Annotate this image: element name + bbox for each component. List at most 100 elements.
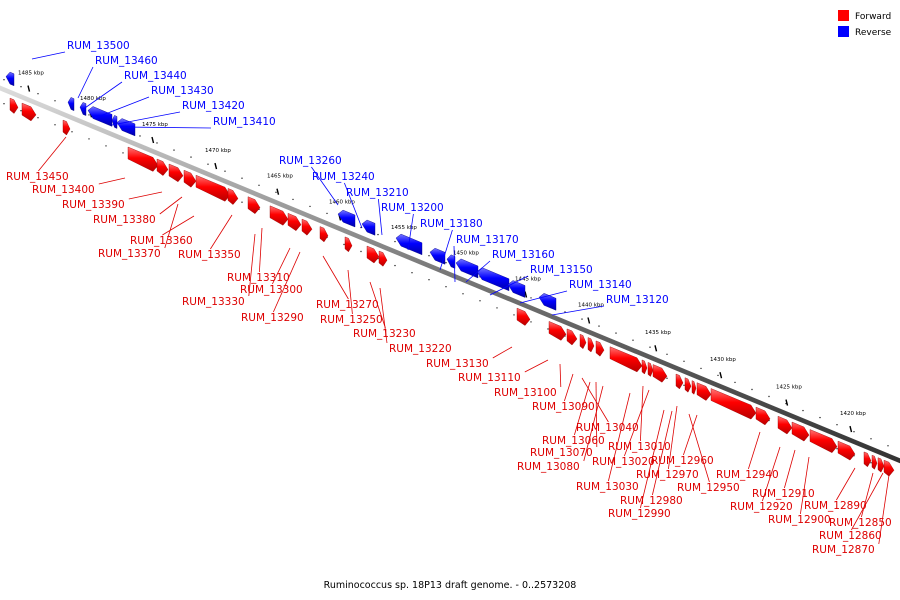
forward-gene-label[interactable]: RUM_13300: [240, 284, 303, 296]
forward-gene-arrow[interactable]: [871, 454, 878, 470]
forward-gene-label[interactable]: RUM_13100: [494, 387, 557, 399]
reverse-gene-arrow[interactable]: [476, 267, 510, 292]
forward-gene-arrow[interactable]: [344, 236, 353, 253]
forward-gene-label[interactable]: RUM_13090: [532, 401, 595, 413]
forward-gene-arrow[interactable]: [378, 250, 388, 267]
forward-gene-arrow[interactable]: [287, 213, 302, 231]
forward-gene-label[interactable]: RUM_12960: [651, 455, 714, 467]
forward-gene-label[interactable]: RUM_13250: [320, 314, 383, 326]
forward-gene-label[interactable]: RUM_12900: [768, 514, 831, 526]
forward-gene-arrow[interactable]: [269, 205, 289, 226]
forward-gene-label[interactable]: RUM_12870: [812, 544, 875, 556]
forward-gene-arrow[interactable]: [579, 333, 587, 350]
forward-gene-label[interactable]: RUM_13450: [6, 171, 69, 183]
forward-gene-label[interactable]: RUM_12980: [620, 495, 683, 507]
forward-gene-arrow[interactable]: [652, 364, 668, 383]
reverse-gene-label[interactable]: RUM_13260: [279, 155, 342, 167]
reverse-gene-arrow[interactable]: [361, 219, 376, 236]
forward-gene-arrow[interactable]: [641, 359, 648, 375]
forward-gene-label[interactable]: RUM_13310: [227, 272, 290, 284]
forward-gene-arrow[interactable]: [777, 415, 793, 435]
forward-gene-arrow[interactable]: [183, 169, 197, 188]
forward-gene-label[interactable]: RUM_13030: [576, 481, 639, 493]
forward-gene-arrow[interactable]: [691, 380, 697, 395]
reverse-gene-arrow[interactable]: [446, 254, 456, 269]
forward-gene-label[interactable]: RUM_13070: [530, 447, 593, 459]
forward-gene-label[interactable]: RUM_12850: [829, 517, 892, 529]
forward-gene-label[interactable]: RUM_12990: [608, 508, 671, 520]
forward-gene-label[interactable]: RUM_13400: [32, 184, 95, 196]
forward-gene-label[interactable]: RUM_13380: [93, 214, 156, 226]
forward-gene-arrow[interactable]: [883, 459, 895, 477]
forward-gene-arrow[interactable]: [684, 377, 692, 393]
reverse-gene-label[interactable]: RUM_13160: [492, 249, 555, 261]
reverse-gene-label[interactable]: RUM_13460: [95, 55, 158, 67]
reverse-gene-arrow[interactable]: [67, 97, 75, 112]
forward-gene-label[interactable]: RUM_13350: [178, 249, 241, 261]
forward-gene-arrow[interactable]: [863, 451, 872, 468]
forward-gene-label[interactable]: RUM_13270: [316, 299, 379, 311]
forward-gene-arrow[interactable]: [62, 119, 71, 136]
forward-gene-label[interactable]: RUM_12950: [677, 482, 740, 494]
reverse-gene-label[interactable]: RUM_13420: [182, 100, 245, 112]
forward-gene-arrow[interactable]: [195, 174, 231, 202]
forward-gene-arrow[interactable]: [755, 406, 771, 426]
forward-gene-arrow[interactable]: [548, 321, 567, 341]
forward-gene-label[interactable]: RUM_13220: [389, 343, 452, 355]
forward-gene-arrow[interactable]: [696, 382, 712, 401]
forward-gene-arrow[interactable]: [319, 226, 329, 243]
forward-gene-arrow[interactable]: [587, 337, 595, 353]
forward-gene-label[interactable]: RUM_12890: [804, 500, 867, 512]
forward-gene-arrow[interactable]: [156, 158, 169, 176]
forward-gene-arrow[interactable]: [675, 373, 684, 390]
forward-gene-label[interactable]: RUM_13370: [98, 248, 161, 260]
forward-gene-label[interactable]: RUM_12970: [636, 469, 699, 481]
forward-gene-label[interactable]: RUM_12920: [730, 501, 793, 513]
reverse-gene-label[interactable]: RUM_13430: [151, 85, 214, 97]
forward-gene-label[interactable]: RUM_12910: [752, 488, 815, 500]
forward-gene-arrow[interactable]: [366, 245, 380, 264]
reverse-gene-label[interactable]: RUM_13200: [381, 202, 444, 214]
forward-gene-arrow[interactable]: [647, 362, 654, 377]
reverse-gene-label[interactable]: RUM_13210: [346, 187, 409, 199]
forward-gene-arrow[interactable]: [168, 163, 184, 183]
forward-gene-label[interactable]: RUM_12860: [819, 530, 882, 542]
reverse-gene-arrow[interactable]: [455, 258, 479, 279]
forward-gene-label[interactable]: RUM_13230: [353, 328, 416, 340]
forward-gene-arrow[interactable]: [595, 340, 605, 357]
reverse-gene-arrow[interactable]: [5, 71, 15, 87]
forward-gene-arrow[interactable]: [227, 188, 239, 205]
forward-gene-arrow[interactable]: [566, 328, 578, 346]
forward-gene-label[interactable]: RUM_13020: [592, 456, 655, 468]
forward-gene-label[interactable]: RUM_13110: [458, 372, 521, 384]
forward-gene-arrow[interactable]: [516, 307, 531, 326]
forward-gene-arrow[interactable]: [247, 196, 261, 214]
reverse-gene-label[interactable]: RUM_13500: [67, 40, 130, 52]
forward-gene-label[interactable]: RUM_13130: [426, 358, 489, 370]
forward-gene-label[interactable]: RUM_13040: [576, 422, 639, 434]
reverse-gene-arrow[interactable]: [538, 293, 557, 311]
forward-gene-arrow[interactable]: [837, 440, 856, 461]
forward-gene-label[interactable]: RUM_12940: [716, 469, 779, 481]
forward-gene-arrow[interactable]: [791, 421, 810, 442]
reverse-gene-label[interactable]: RUM_13170: [456, 234, 519, 246]
reverse-gene-label[interactable]: RUM_13440: [124, 70, 187, 82]
reverse-gene-label[interactable]: RUM_13180: [420, 218, 483, 230]
forward-gene-label[interactable]: RUM_13010: [608, 441, 671, 453]
reverse-gene-label[interactable]: RUM_13120: [606, 294, 669, 306]
reverse-gene-label[interactable]: RUM_13240: [312, 171, 375, 183]
reverse-gene-arrow[interactable]: [507, 280, 526, 298]
forward-gene-label[interactable]: RUM_13080: [517, 461, 580, 473]
forward-gene-arrow[interactable]: [710, 388, 757, 420]
forward-gene-arrow[interactable]: [21, 102, 37, 122]
forward-gene-arrow[interactable]: [301, 218, 313, 236]
forward-gene-label[interactable]: RUM_13390: [62, 199, 125, 211]
forward-gene-label[interactable]: RUM_13290: [241, 312, 304, 324]
forward-gene-arrow[interactable]: [9, 97, 19, 114]
reverse-gene-label[interactable]: RUM_13150: [530, 264, 593, 276]
reverse-gene-arrow[interactable]: [111, 115, 118, 129]
reverse-gene-arrow[interactable]: [337, 209, 356, 228]
forward-gene-arrow[interactable]: [127, 146, 159, 172]
forward-gene-label[interactable]: RUM_13360: [130, 235, 193, 247]
reverse-gene-arrow[interactable]: [429, 247, 446, 265]
